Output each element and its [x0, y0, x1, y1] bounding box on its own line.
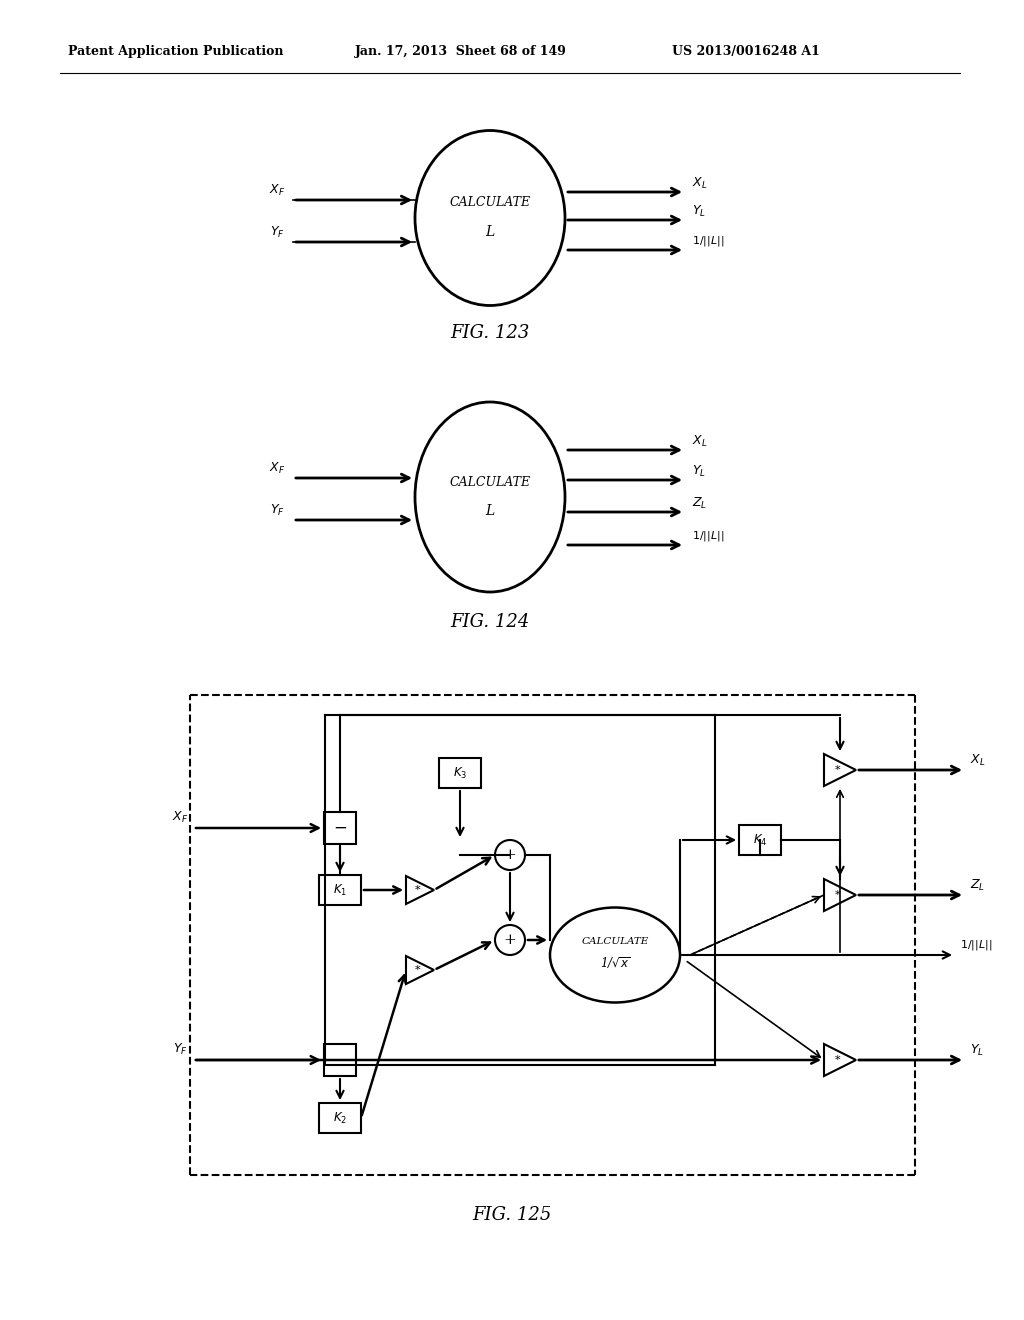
- Text: CALCULATE: CALCULATE: [450, 477, 530, 490]
- Bar: [319, 875, 361, 906]
- Text: +: +: [504, 933, 516, 946]
- Text: $K_3$: $K_3$: [453, 766, 467, 780]
- Text: $X_L$: $X_L$: [692, 176, 708, 190]
- Text: L: L: [485, 224, 495, 239]
- Text: *: *: [836, 766, 841, 775]
- Bar: [439, 758, 481, 788]
- Text: $K_2$: $K_2$: [333, 1110, 347, 1126]
- Text: *: *: [836, 890, 841, 900]
- Text: $K_1$: $K_1$: [333, 883, 347, 898]
- Text: $Y_F$: $Y_F$: [270, 224, 285, 239]
- Text: −: −: [333, 820, 347, 837]
- Text: *: *: [415, 884, 421, 895]
- Text: FIG. 125: FIG. 125: [472, 1206, 552, 1224]
- Bar: [739, 825, 781, 855]
- Text: $K_4$: $K_4$: [753, 833, 767, 847]
- Text: +: +: [504, 847, 516, 862]
- Text: $Y_F$: $Y_F$: [270, 503, 285, 517]
- Text: $X_F$: $X_F$: [268, 182, 285, 198]
- Text: FIG. 123: FIG. 123: [451, 323, 529, 342]
- Text: $Y_F$: $Y_F$: [173, 1041, 188, 1056]
- Text: $1/||L||$: $1/||L||$: [692, 234, 725, 248]
- Text: 1/$\sqrt{x}$: 1/$\sqrt{x}$: [600, 956, 631, 970]
- Text: $Z_L$: $Z_L$: [692, 495, 708, 511]
- Text: *: *: [415, 965, 421, 975]
- Text: $Z_L$: $Z_L$: [970, 878, 985, 892]
- Text: $Y_L$: $Y_L$: [692, 203, 706, 219]
- Text: $X_L$: $X_L$: [692, 433, 708, 449]
- Text: $X_L$: $X_L$: [970, 752, 985, 767]
- Bar: [319, 1104, 361, 1133]
- Text: Jan. 17, 2013  Sheet 68 of 149: Jan. 17, 2013 Sheet 68 of 149: [355, 45, 567, 58]
- Text: $Y_L$: $Y_L$: [692, 463, 706, 479]
- Text: CALCULATE: CALCULATE: [582, 936, 648, 945]
- Text: L: L: [485, 504, 495, 517]
- Bar: [324, 1044, 356, 1076]
- Text: US 2013/0016248 A1: US 2013/0016248 A1: [672, 45, 820, 58]
- Text: Patent Application Publication: Patent Application Publication: [68, 45, 284, 58]
- Text: $Y_L$: $Y_L$: [970, 1043, 984, 1057]
- Text: −: −: [333, 1052, 347, 1068]
- Text: $X_F$: $X_F$: [268, 461, 285, 475]
- Bar: [324, 812, 356, 843]
- Text: $1/||L||$: $1/||L||$: [961, 939, 992, 952]
- Text: $X_F$: $X_F$: [172, 809, 188, 825]
- Text: *: *: [836, 1055, 841, 1065]
- Text: FIG. 124: FIG. 124: [451, 612, 529, 631]
- Text: CALCULATE: CALCULATE: [450, 195, 530, 209]
- Text: $1/||L||$: $1/||L||$: [692, 529, 725, 543]
